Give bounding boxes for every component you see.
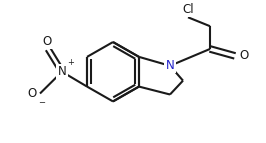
Text: O: O <box>42 35 52 48</box>
Text: N: N <box>58 65 66 78</box>
Text: Cl: Cl <box>182 3 194 16</box>
Text: +: + <box>67 58 74 67</box>
Text: O: O <box>28 87 37 100</box>
Text: O: O <box>239 49 248 62</box>
Text: −: − <box>38 99 45 107</box>
Text: N: N <box>166 59 174 72</box>
